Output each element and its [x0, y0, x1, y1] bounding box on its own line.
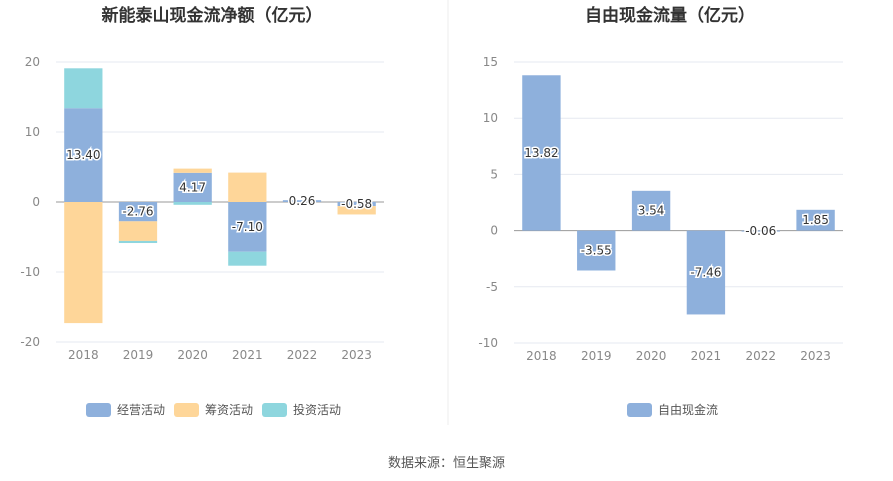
- left-legend-label: 投资活动: [293, 402, 341, 417]
- left-bar: [173, 168, 212, 173]
- left-x-tick-label: 2022: [287, 348, 318, 362]
- left-legend-label: 经营活动: [117, 403, 165, 417]
- left-bar: [64, 202, 103, 324]
- left-y-tick-label: 0: [32, 195, 40, 209]
- left-data-label: 4.17: [179, 180, 206, 194]
- left-data-label: 0.26: [289, 194, 316, 208]
- chart-title-left: 新能泰山现金流净额（亿元）: [102, 5, 323, 26]
- left-x-tick-label: 2018: [68, 348, 99, 362]
- left-bar: [228, 172, 267, 202]
- left-y-tick-label: 10: [25, 125, 40, 139]
- right-x-tick-label: 2019: [581, 349, 612, 363]
- left-x-tick-label: 2021: [232, 348, 263, 362]
- right-data-label: 3.54: [638, 204, 665, 218]
- left-y-tick-label: -10: [20, 265, 40, 279]
- right-x-tick-label: 2020: [636, 349, 667, 363]
- right-y-tick-label: 0: [490, 224, 498, 238]
- right-bar: [577, 230, 616, 271]
- left-bar: [118, 202, 158, 222]
- right-bar: [522, 75, 561, 231]
- right-y-tick-label: -10: [478, 336, 498, 350]
- left-bar: [118, 221, 158, 241]
- left-data-label: 13.40: [66, 148, 100, 162]
- left-bar: [173, 202, 212, 205]
- left-bar: [228, 251, 267, 266]
- left-data-label: -2.76: [122, 205, 153, 219]
- left-x-tick-label: 2020: [177, 348, 208, 362]
- left-legend-swatch: [86, 403, 111, 417]
- right-data-label: -7.46: [690, 266, 721, 280]
- right-data-label: -3.55: [581, 244, 612, 258]
- right-data-label: -0.06: [745, 224, 776, 238]
- left-y-tick-label: 20: [25, 55, 40, 69]
- data-source-note: 数据来源：恒生聚源: [387, 456, 505, 471]
- right-x-tick-label: 2021: [691, 349, 722, 363]
- left-bar: [173, 172, 212, 202]
- right-legend-label: 自由现金流: [658, 402, 718, 417]
- chart-right: -10 -5 0 5 10 15 2018 2019 2020 2021 2022 2023 13.82…: [478, 55, 843, 417]
- right-y-tick-label: 10: [483, 111, 498, 125]
- right-bar: [631, 190, 671, 231]
- right-y-tick-label: 15: [483, 55, 498, 69]
- left-data-label: -7.10: [232, 220, 263, 234]
- left-bar: [228, 202, 267, 252]
- left-bar: [118, 240, 158, 244]
- left-bar: [64, 68, 103, 109]
- right-y-tick-label: -5: [486, 280, 498, 294]
- left-legend-label: 筹资活动: [205, 403, 253, 417]
- chart-title-right: 自由现金流量（亿元）: [585, 5, 755, 26]
- right-x-tick-label: 2023: [800, 349, 831, 363]
- right-data-label: 1.85: [802, 213, 829, 227]
- left-x-tick-label: 2019: [123, 348, 154, 362]
- chart-left: -20 -10 0 10 20 2018 2019 2020 2021 2022 2023 13.40…: [20, 55, 384, 417]
- left-y-tick-label: -20: [20, 335, 40, 349]
- right-x-tick-label: 2022: [745, 349, 776, 363]
- left-bar: [337, 202, 376, 207]
- left-legend-swatch: [262, 403, 287, 417]
- right-legend-swatch: [627, 403, 652, 417]
- left-bar: [337, 206, 376, 215]
- left-legend-swatch: [174, 403, 199, 417]
- right-bar: [741, 230, 780, 232]
- left-bar: [64, 108, 103, 202]
- left-data-label: -0.58: [341, 197, 372, 211]
- right-data-label: 13.82: [524, 146, 558, 160]
- right-y-tick-label: 5: [490, 167, 498, 181]
- right-bar: [796, 209, 835, 231]
- left-bar: [282, 200, 322, 202]
- right-bar: [686, 230, 726, 315]
- right-x-tick-label: 2018: [526, 349, 557, 363]
- left-x-tick-label: 2023: [341, 348, 372, 362]
